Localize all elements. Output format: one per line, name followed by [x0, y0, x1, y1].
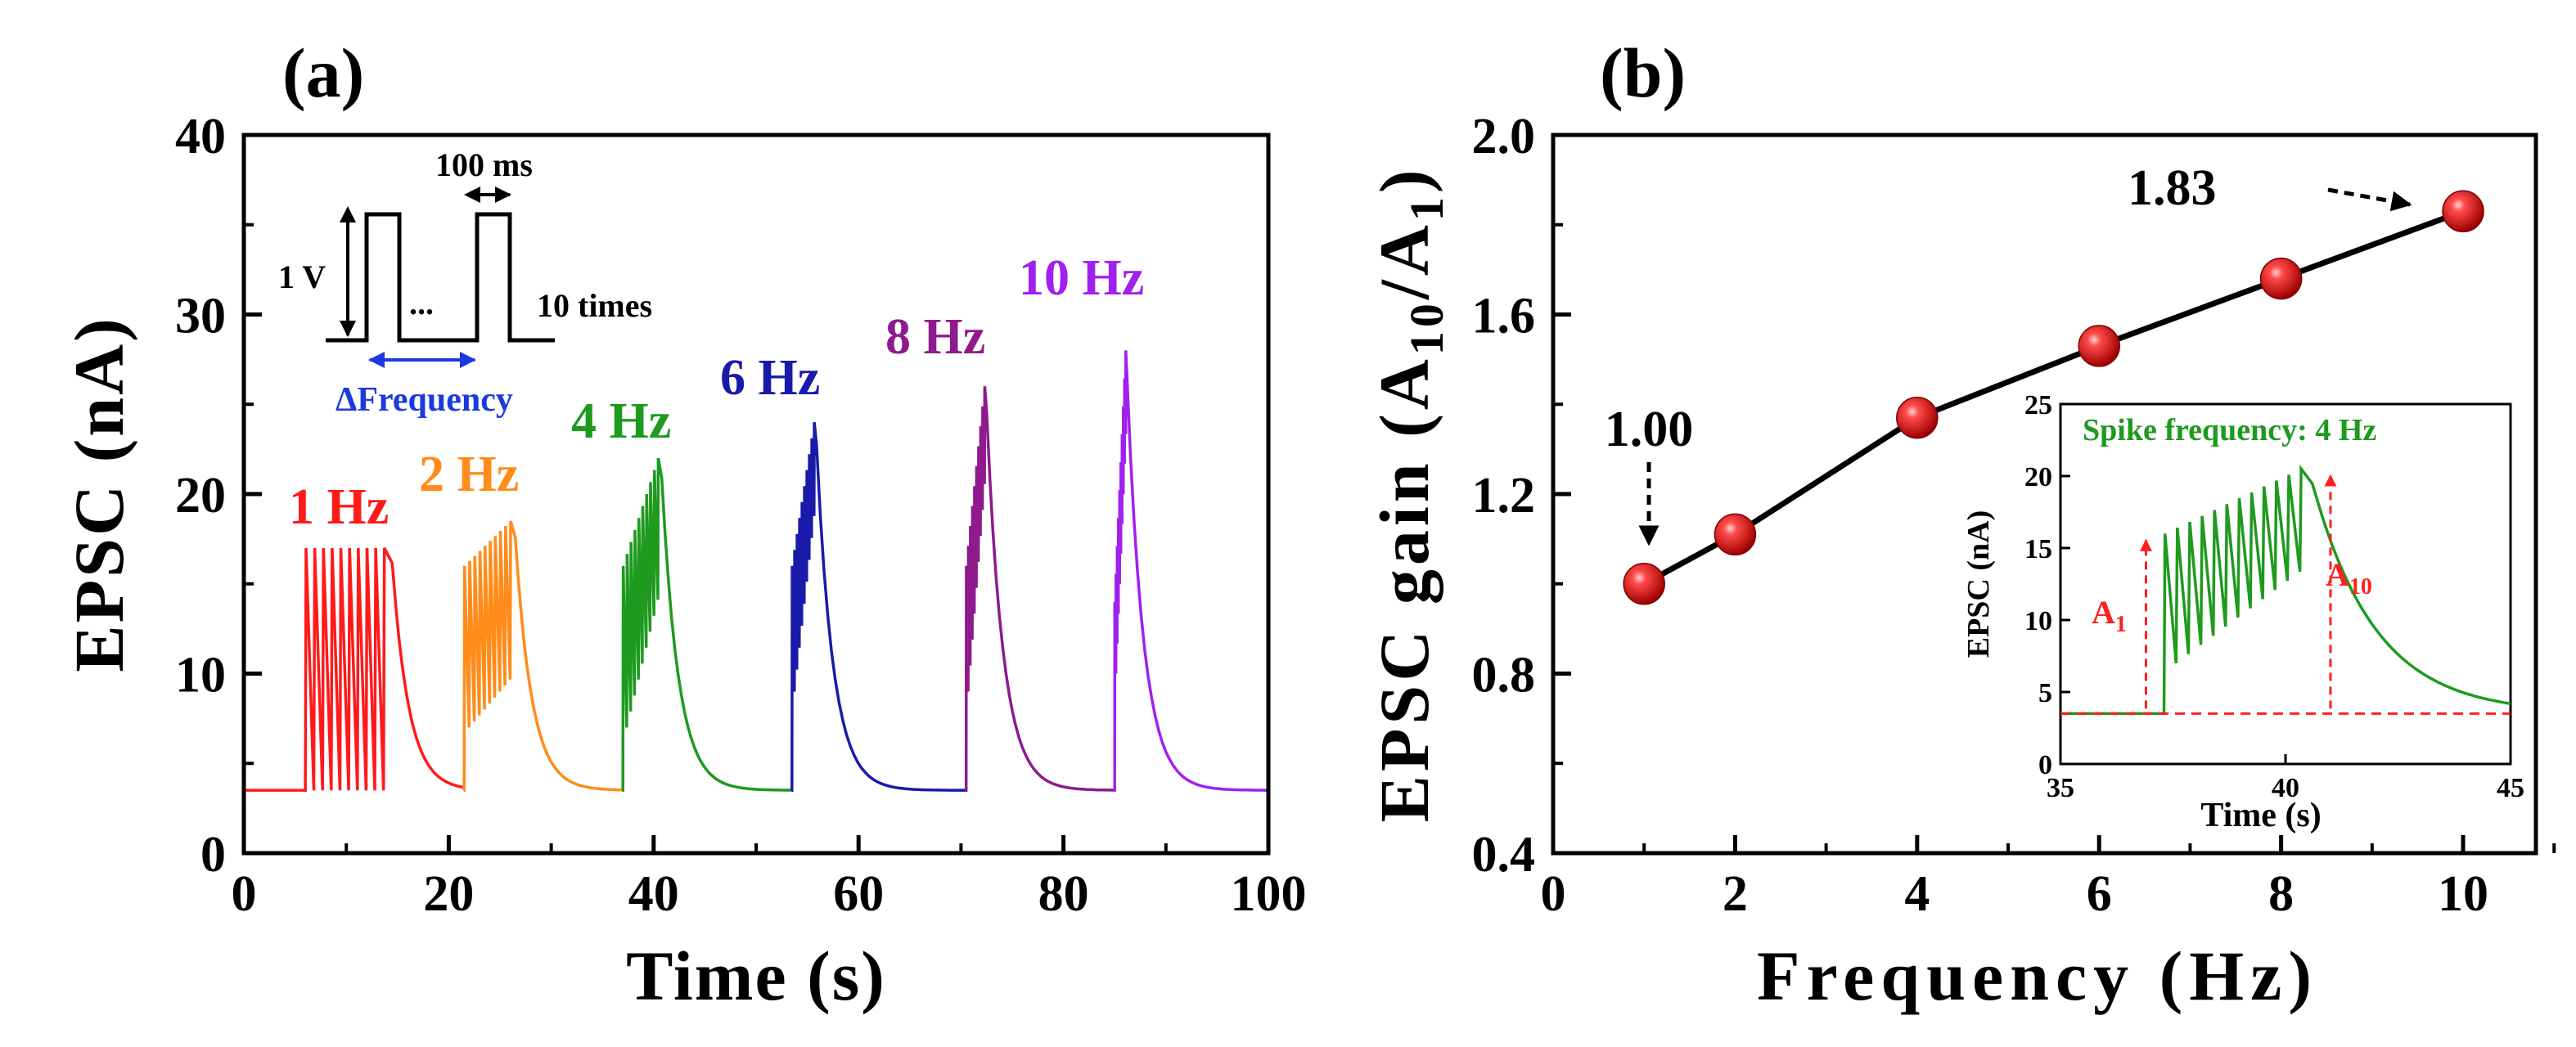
inset-y-axis-label: EPSC (nA) — [1961, 510, 1996, 658]
gain-point — [2078, 325, 2120, 367]
series-label-4-hz: 4 Hz — [571, 393, 671, 449]
panel-a-x-tick-label: 20 — [423, 866, 474, 922]
panel-a-y-tick-label: 20 — [175, 468, 226, 524]
annotation-first-value: 1.00 — [1605, 402, 1694, 457]
panel-a: (a) 0 20 40 60 80 100 0 10 20 30 40 Time (s) EPSC … — [60, 34, 1307, 1015]
panel-a-y-tick-label: 30 — [175, 289, 226, 344]
series-label-2-hz: 2 Hz — [419, 447, 519, 502]
pulse-width-label: 100 ms — [435, 146, 533, 183]
inset-y-tick-label: 10 — [2024, 606, 2052, 636]
panel-b-y-tick-label: 2.0 — [1472, 109, 1536, 164]
panel-a-x-tick-label: 100 — [1231, 866, 1307, 922]
panel-b-x-tick-label: 10 — [2438, 866, 2488, 922]
amplitude-label: 1 V — [278, 258, 326, 295]
gain-point — [2259, 257, 2303, 300]
gain-point — [1896, 396, 1939, 439]
inset-y-tick-label: 20 — [2024, 462, 2052, 492]
panel-a-y-axis-label: EPSC (nA) — [60, 316, 138, 672]
epsc-trace-4-hz — [621, 457, 792, 792]
inset-x-tick-label: 35 — [2047, 773, 2074, 803]
inset-y-tick-label: 25 — [2024, 390, 2052, 420]
panel-b: (b) 0 2 4 6 8 10 0.4 0.8 1.2 1.6 2.0 Frequency (Hz… — [1365, 34, 2556, 1015]
panel-b-label: (b) — [1600, 34, 1686, 112]
annotation-last-arrow — [2327, 187, 2412, 212]
panel-b-axes: 0 2 4 6 8 10 0.4 0.8 1.2 1.6 2.0 — [1472, 109, 2556, 922]
gain-points — [1623, 190, 2484, 605]
pulse-schematic: 100 ms 1 V ... 10 times ΔFrequency — [278, 146, 652, 419]
panel-a-axes: 0 20 40 60 80 100 0 10 20 30 40 — [175, 109, 1307, 922]
inset-title: Spike frequency: 4 Hz — [2083, 413, 2376, 447]
inset-x-tick-label: 40 — [2272, 773, 2299, 803]
ellipsis-label: ... — [409, 285, 434, 321]
annotation-last-value: 1.83 — [2128, 160, 2217, 216]
panel-a-x-tick-label: 40 — [628, 866, 679, 922]
inset-epsc-trace — [2060, 465, 2511, 716]
inset-x-axis-label: Time (s) — [2200, 797, 2321, 834]
panel-b-y-axis-label: EPSC gain (A10/A1) — [1365, 166, 1453, 823]
panel-a-x-tick-label: 80 — [1038, 866, 1089, 922]
inset-y-tick-label: 0 — [2038, 750, 2052, 780]
panel-b-x-tick-label: 4 — [1904, 866, 1930, 922]
series-label-8-hz: 8 Hz — [885, 309, 985, 365]
a10-label: A10 — [2326, 556, 2372, 600]
epsc-trace-8-hz — [964, 386, 1115, 792]
panel-b-x-tick-label: 6 — [2087, 866, 2112, 922]
panel-a-y-tick-label: 0 — [200, 827, 226, 883]
epsc-trace-2-hz — [462, 520, 624, 792]
panel-b-x-tick-label: 8 — [2268, 866, 2294, 922]
epsc-trace-10-hz — [1113, 350, 1268, 792]
panel-b-x-axis-label: Frequency (Hz) — [1757, 937, 2318, 1015]
gain-point — [2442, 190, 2484, 233]
epsc-trace-1-hz — [304, 547, 465, 792]
gain-point — [1714, 513, 1757, 556]
series-label-1-hz: 1 Hz — [289, 479, 389, 535]
series-label-10-hz: 10 Hz — [1019, 250, 1144, 306]
panel-a-x-tick-label: 0 — [232, 866, 257, 922]
pulse-waveform — [326, 212, 555, 343]
panel-b-y-tick-label: 0.8 — [1472, 648, 1536, 703]
panel-a-x-axis-label: Time (s) — [626, 937, 886, 1015]
inset-axes: 35 40 45 0 5 10 15 20 25 — [2024, 390, 2524, 803]
panel-a-x-tick-label: 60 — [833, 866, 884, 922]
panel-b-y-tick-label: 1.6 — [1472, 289, 1536, 344]
inset-y-tick-label: 15 — [2024, 534, 2052, 564]
inset-frame — [2059, 402, 2512, 766]
a1-label: A1 — [2092, 594, 2127, 637]
inset-chart: 35 40 45 0 5 10 15 20 25 Spike frequency: 4 Hz T… — [1961, 390, 2524, 834]
series-label-6-hz: 6 Hz — [720, 350, 820, 406]
inset-y-tick-label: 5 — [2038, 678, 2052, 708]
gain-point — [1623, 563, 1665, 605]
panel-b-x-tick-label: 0 — [1541, 866, 1566, 922]
panel-b-y-tick-label: 0.4 — [1472, 827, 1536, 883]
panel-a-y-tick-label: 40 — [175, 109, 226, 164]
panel-a-y-tick-label: 10 — [175, 648, 226, 703]
panel-b-x-tick-label: 2 — [1723, 866, 1748, 922]
frequency-labels: 1 Hz 2 Hz 4 Hz 6 Hz 8 Hz 10 Hz — [289, 250, 1144, 535]
delta-frequency-label: ΔFrequency — [336, 381, 513, 419]
inset-markers — [2060, 474, 2511, 715]
epsc-traces — [244, 350, 1268, 792]
inset-x-tick-label: 45 — [2497, 773, 2524, 803]
panel-b-y-tick-label: 1.2 — [1472, 468, 1536, 524]
epsc-trace-6-hz — [790, 422, 966, 792]
panel-a-label: (a) — [282, 34, 364, 112]
repeat-label: 10 times — [537, 287, 652, 324]
